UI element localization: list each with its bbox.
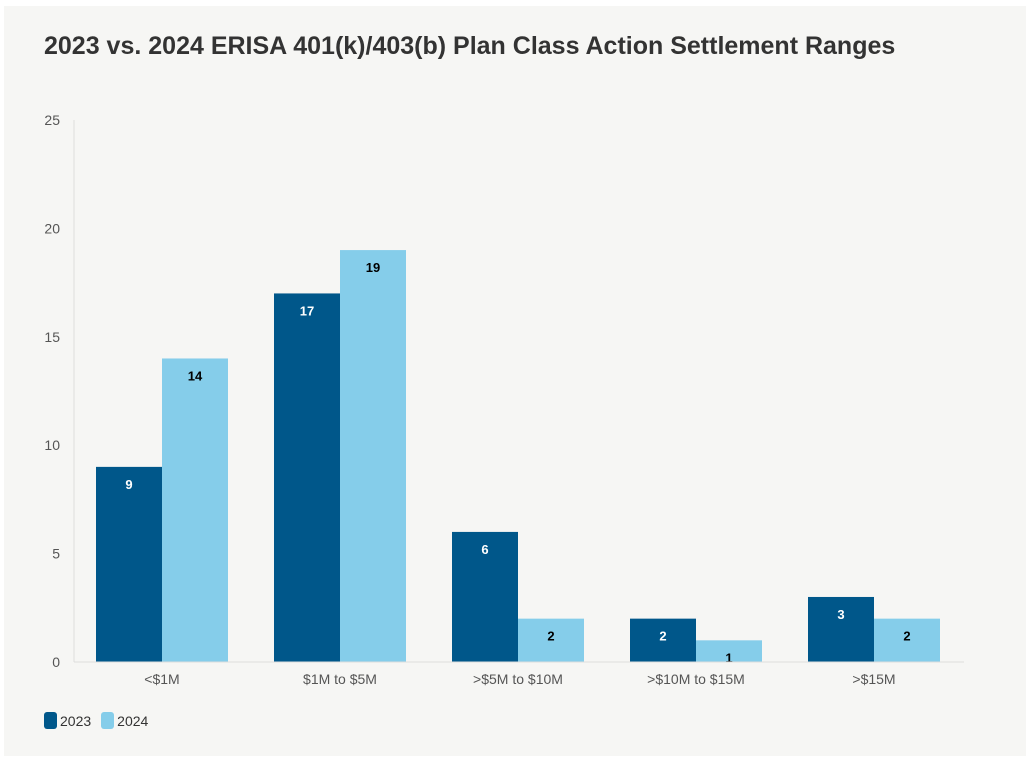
bar-label-2024-0: 14 <box>188 368 203 383</box>
bar-2024-3[interactable] <box>696 640 762 662</box>
x-tick-label: $1M to $5M <box>303 671 377 687</box>
y-axis: 0 5 10 15 20 25 <box>44 112 75 670</box>
y-tick-label: 20 <box>44 220 60 236</box>
x-tick-label: <$1M <box>144 671 179 687</box>
bar-2023-0[interactable] <box>96 466 162 662</box>
bar-label-2024-1: 19 <box>366 260 380 275</box>
bar-2023-2[interactable] <box>452 531 518 662</box>
bar-2024-0[interactable] <box>162 358 228 662</box>
bar-2023-4[interactable] <box>808 596 874 662</box>
y-tick-label: 0 <box>52 654 60 670</box>
legend-item-2024[interactable]: 2024 <box>101 712 148 729</box>
bar-label-2023-0: 9 <box>125 477 132 492</box>
y-tick-label: 15 <box>44 329 60 345</box>
legend-label-2024: 2024 <box>117 712 149 729</box>
bar-2024-1[interactable] <box>340 250 406 662</box>
bar-2023-1[interactable] <box>274 293 340 662</box>
y-tick-label: 10 <box>44 437 60 453</box>
bar-label-2023-1: 17 <box>300 303 314 318</box>
bar-label-2023-4: 3 <box>837 607 844 622</box>
legend-label-2023: 2023 <box>60 712 92 729</box>
x-tick-label: >$10M to $15M <box>647 671 745 687</box>
y-tick-label: 5 <box>52 546 60 562</box>
bar-group: 9 14 17 19 6 2 2 1 3 2 <box>96 250 940 665</box>
legend-item-2023[interactable]: 2023 <box>44 712 91 729</box>
legend-swatch-2024 <box>101 712 115 729</box>
bar-label-2024-2: 2 <box>547 629 554 644</box>
x-tick-label: >$15M <box>852 671 895 687</box>
bar-2024-4[interactable] <box>874 618 940 662</box>
legend: 2023 2024 <box>44 712 158 729</box>
x-tick-label: >$5M to $10M <box>473 671 563 687</box>
x-axis: <$1M $1M to $5M >$5M to $10M >$10M to $15M >… <box>74 661 964 687</box>
bar-label-2024-4: 2 <box>903 629 910 644</box>
bar-label-2024-3: 1 <box>725 650 732 665</box>
bar-2023-3[interactable] <box>630 618 696 662</box>
y-tick-label: 25 <box>44 112 60 128</box>
bar-label-2023-2: 6 <box>481 542 488 557</box>
legend-swatch-2023 <box>44 712 57 729</box>
bar-label-2023-3: 2 <box>659 629 666 644</box>
bar-2024-2[interactable] <box>518 618 584 662</box>
chart-title: 2023 vs. 2024 ERISA 401(k)/403(b) Plan C… <box>44 32 896 60</box>
